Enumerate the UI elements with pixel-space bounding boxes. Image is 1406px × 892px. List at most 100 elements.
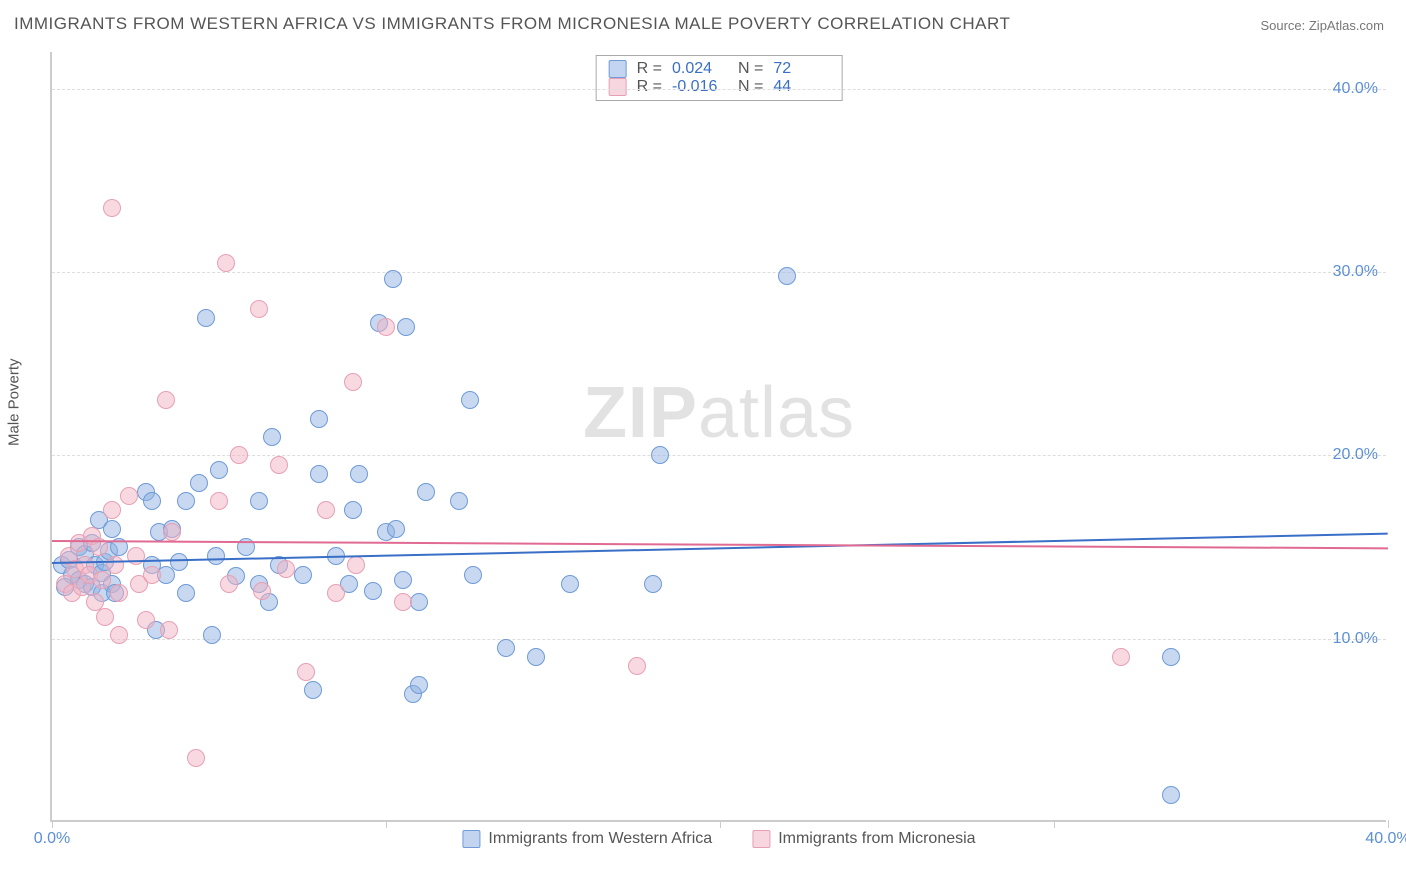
data-point: [344, 501, 362, 519]
y-tick-label: 40.0%: [1333, 80, 1378, 98]
data-point: [217, 254, 235, 272]
data-point: [344, 373, 362, 391]
data-point: [93, 571, 111, 589]
data-point: [497, 639, 515, 657]
data-point: [347, 556, 365, 574]
data-point: [277, 560, 295, 578]
data-point: [263, 428, 281, 446]
data-point: [177, 584, 195, 602]
y-axis-label: Male Poverty: [6, 358, 23, 446]
data-point: [450, 492, 468, 510]
data-point: [364, 582, 382, 600]
series-legend: Immigrants from Western Africa Immigrant…: [462, 830, 975, 848]
data-point: [304, 681, 322, 699]
data-point: [317, 501, 335, 519]
x-tick: [386, 820, 387, 828]
data-point: [1162, 648, 1180, 666]
x-tick-label: 0.0%: [34, 830, 70, 848]
data-point: [197, 309, 215, 327]
data-point: [103, 520, 121, 538]
data-point: [297, 663, 315, 681]
source-link[interactable]: ZipAtlas.com: [1309, 18, 1384, 33]
watermark-bold: ZIP: [583, 373, 698, 453]
x-tick: [720, 820, 721, 828]
data-point: [397, 318, 415, 336]
legend-label: Immigrants from Micronesia: [778, 830, 975, 848]
scatter-plot-area: ZIPatlas R = 0.024 N = 72 R = -0.016 N =…: [50, 52, 1386, 822]
watermark-rest: atlas: [698, 373, 855, 453]
r-label: R =: [637, 60, 662, 78]
data-point: [410, 676, 428, 694]
y-tick-label: 30.0%: [1333, 263, 1378, 281]
gridline: [52, 455, 1386, 456]
data-point: [384, 270, 402, 288]
data-point: [327, 584, 345, 602]
data-point: [190, 474, 208, 492]
n-value: 72: [773, 60, 829, 78]
data-point: [220, 575, 238, 593]
y-tick-label: 20.0%: [1333, 446, 1378, 464]
data-point: [294, 566, 312, 584]
x-tick-label: 40.0%: [1365, 830, 1406, 848]
data-point: [1112, 648, 1130, 666]
data-point: [410, 593, 428, 611]
data-point: [103, 501, 121, 519]
r-value: 0.024: [672, 60, 728, 78]
watermark: ZIPatlas: [583, 372, 855, 454]
data-point: [103, 199, 121, 217]
data-point: [464, 566, 482, 584]
data-point: [394, 571, 412, 589]
x-tick: [1054, 820, 1055, 828]
data-point: [210, 461, 228, 479]
data-point: [561, 575, 579, 593]
data-point: [143, 566, 161, 584]
data-point: [387, 520, 405, 538]
data-point: [1162, 786, 1180, 804]
data-point: [163, 523, 181, 541]
n-label: N =: [738, 60, 763, 78]
data-point: [207, 547, 225, 565]
correlation-stats-box: R = 0.024 N = 72 R = -0.016 N = 44: [596, 55, 843, 101]
data-point: [110, 584, 128, 602]
data-point: [160, 621, 178, 639]
data-point: [210, 492, 228, 510]
data-point: [644, 575, 662, 593]
data-point: [270, 456, 288, 474]
data-point: [310, 465, 328, 483]
data-point: [350, 465, 368, 483]
data-point: [394, 593, 412, 611]
data-point: [170, 553, 188, 571]
data-point: [110, 626, 128, 644]
n-value: 44: [773, 78, 829, 96]
data-point: [230, 446, 248, 464]
gridline: [52, 272, 1386, 273]
chart-title: IMMIGRANTS FROM WESTERN AFRICA VS IMMIGR…: [14, 14, 1010, 34]
data-point: [250, 492, 268, 510]
swatch-series-a: [609, 60, 627, 78]
r-label: R =: [637, 78, 662, 96]
x-tick: [52, 820, 53, 828]
data-point: [461, 391, 479, 409]
data-point: [377, 318, 395, 336]
source-attribution: Source: ZipAtlas.com: [1260, 18, 1384, 33]
source-prefix: Source:: [1260, 18, 1308, 33]
swatch-series-b: [752, 830, 770, 848]
data-point: [628, 657, 646, 675]
data-point: [651, 446, 669, 464]
data-point: [187, 749, 205, 767]
gridline: [52, 89, 1386, 90]
data-point: [527, 648, 545, 666]
data-point: [127, 547, 145, 565]
data-point: [96, 608, 114, 626]
data-point: [778, 267, 796, 285]
data-point: [417, 483, 435, 501]
data-point: [143, 492, 161, 510]
data-point: [203, 626, 221, 644]
n-label: N =: [738, 78, 763, 96]
data-point: [250, 300, 268, 318]
legend-item: Immigrants from Western Africa: [462, 830, 712, 848]
r-value: -0.016: [672, 78, 728, 96]
data-point: [177, 492, 195, 510]
legend-item: Immigrants from Micronesia: [752, 830, 975, 848]
data-point: [157, 391, 175, 409]
